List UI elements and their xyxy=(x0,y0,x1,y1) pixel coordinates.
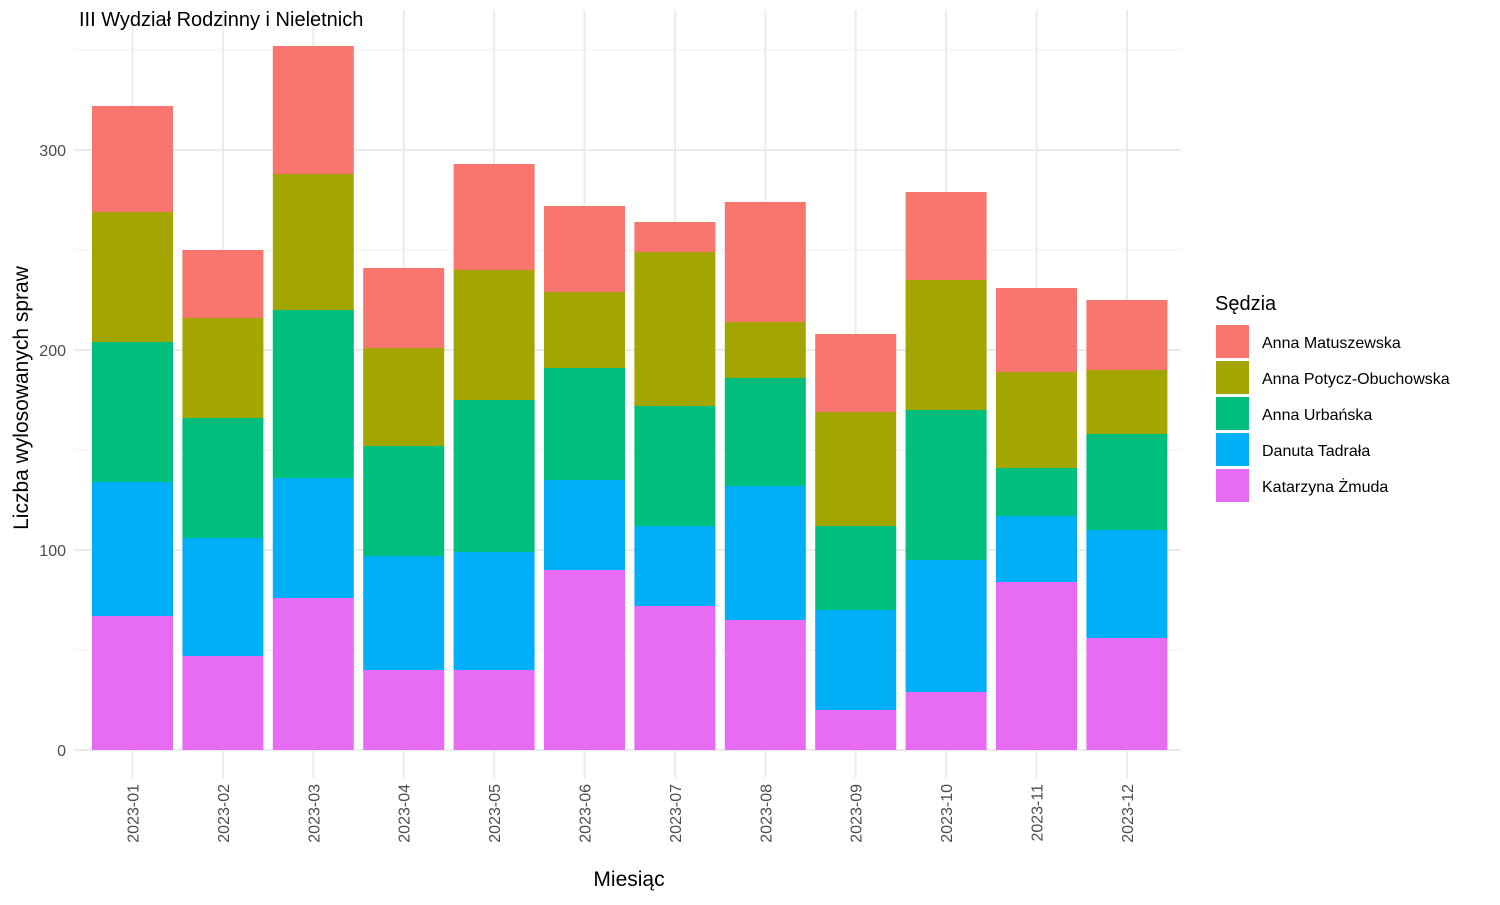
bar-segment xyxy=(182,538,264,656)
bar-segment xyxy=(996,288,1077,372)
bar-segment xyxy=(363,670,445,750)
bar-segment xyxy=(182,318,264,418)
bar-segment xyxy=(272,174,354,310)
bar-segment xyxy=(92,482,173,616)
bar-segment xyxy=(996,582,1077,750)
legend-label: Anna Potycz-Obuchowska xyxy=(1262,371,1450,388)
x-tick-label: 2023-04 xyxy=(397,784,414,843)
legend-label: Anna Matuszewska xyxy=(1262,335,1401,352)
x-tick-label: 2023-11 xyxy=(1030,784,1047,842)
bar-segment xyxy=(453,400,535,552)
bar-segment xyxy=(905,280,987,410)
bar-segment xyxy=(363,348,445,446)
bar-segment xyxy=(815,710,897,750)
bar-segment xyxy=(363,268,445,348)
bar-segment xyxy=(92,616,173,750)
bar-segment xyxy=(544,570,625,750)
x-tick-label: 2023-10 xyxy=(939,784,956,843)
x-axis-label: Miesiąc xyxy=(593,868,664,891)
y-axis-label: Liczba wylosowanych spraw xyxy=(10,265,33,530)
legend-swatch xyxy=(1216,397,1249,430)
bar-segment xyxy=(634,252,716,406)
bar-segment xyxy=(724,486,806,620)
bar-segment xyxy=(905,192,987,280)
y-tick-label: 300 xyxy=(39,143,66,160)
bar-segment xyxy=(92,212,173,342)
bar-segment xyxy=(182,656,264,750)
bar-segment xyxy=(815,334,897,412)
legend: Sędzia Anna Matuszewska Anna Potycz-Obuch… xyxy=(1215,293,1450,502)
bar-segment xyxy=(815,526,897,610)
x-tick-label: 2023-09 xyxy=(849,784,866,843)
x-tick-label: 2023-03 xyxy=(306,784,323,843)
legend-swatch xyxy=(1216,325,1249,358)
bar-segment xyxy=(453,164,535,270)
bar-segment xyxy=(1086,300,1168,370)
y-tick-label: 0 xyxy=(57,743,66,760)
bar-segment xyxy=(996,468,1077,516)
bar-segment xyxy=(724,620,806,750)
bar-segment xyxy=(815,610,897,710)
bar-segment xyxy=(92,342,173,482)
legend-title: Sędzia xyxy=(1215,293,1277,315)
bar-segment xyxy=(272,478,354,598)
bar-segment xyxy=(544,292,625,368)
bar-segment xyxy=(1086,638,1168,750)
bar-segment xyxy=(634,606,716,750)
bar-segment xyxy=(724,322,806,378)
bar-segment xyxy=(272,598,354,750)
legend-swatch xyxy=(1216,433,1249,466)
x-tick-label: 2023-02 xyxy=(216,784,233,843)
bar-segment xyxy=(544,480,625,570)
legend-label: Danuta Tadrała xyxy=(1262,443,1370,460)
bar-segment xyxy=(453,270,535,400)
x-tick-label: 2023-08 xyxy=(758,784,775,843)
bar-segment xyxy=(363,446,445,556)
x-tick-label: 2023-06 xyxy=(578,784,595,843)
bar-segment xyxy=(1086,530,1168,638)
bar-segment xyxy=(363,556,445,670)
x-tick-label: 2023-05 xyxy=(487,784,504,843)
y-tick-label: 100 xyxy=(39,543,66,560)
bar-segment xyxy=(634,222,716,252)
chart-title: III Wydział Rodzinny i Nieletnich xyxy=(79,9,363,31)
bar-segment xyxy=(996,516,1077,582)
bar-segment xyxy=(453,670,535,750)
bar-segment xyxy=(724,378,806,486)
bar-segment xyxy=(724,202,806,322)
bar-segment xyxy=(815,412,897,526)
x-tick-label: 2023-12 xyxy=(1120,784,1137,843)
bar-segment xyxy=(996,372,1077,468)
bar-segment xyxy=(544,368,625,480)
axis-layer: 0 100 200 300 2023-01 2023-02 2023-03 2023-04 20… xyxy=(39,143,1137,843)
legend-label: Anna Urbańska xyxy=(1262,407,1372,424)
bar-segment xyxy=(1086,434,1168,530)
bars-layer xyxy=(92,46,1168,750)
legend-swatch xyxy=(1216,361,1249,394)
legend-label: Katarzyna Żmuda xyxy=(1262,477,1388,496)
y-tick-label: 200 xyxy=(39,343,66,360)
bar-segment xyxy=(92,106,173,212)
bar-segment xyxy=(453,552,535,670)
bar-segment xyxy=(634,406,716,526)
bar-segment xyxy=(182,250,264,318)
bar-segment xyxy=(182,418,264,538)
x-tick-label: 2023-01 xyxy=(126,784,143,843)
legend-swatch xyxy=(1216,469,1249,502)
bar-segment xyxy=(1086,370,1168,434)
bar-segment xyxy=(905,410,987,560)
bar-segment xyxy=(272,310,354,478)
bar-segment xyxy=(905,560,987,692)
bar-segment xyxy=(634,526,716,606)
x-tick-label: 2023-07 xyxy=(668,784,685,843)
bar-segment xyxy=(272,46,354,174)
bar-segment xyxy=(544,206,625,292)
bar-segment xyxy=(905,692,987,750)
